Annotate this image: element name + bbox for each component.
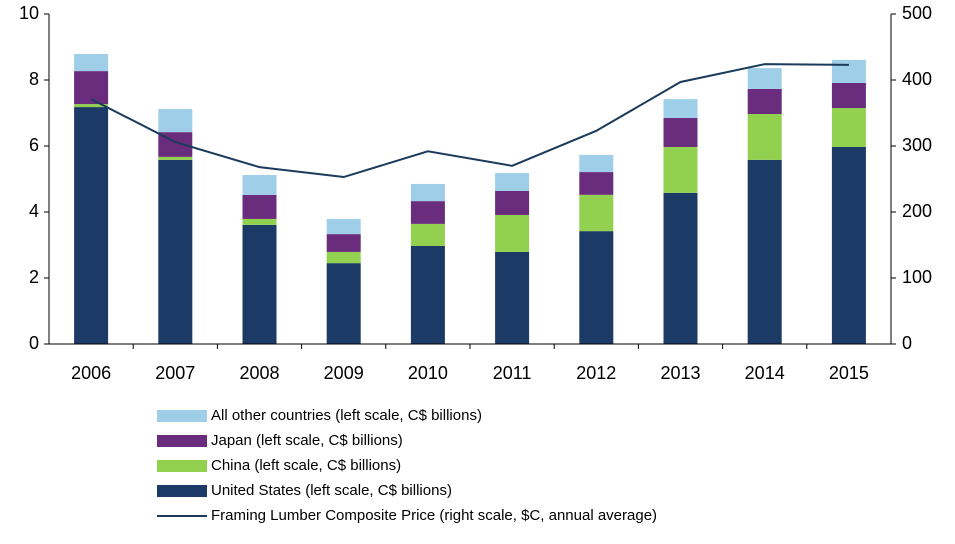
bar <box>579 154 614 173</box>
bar <box>74 71 109 105</box>
bar <box>158 159 193 344</box>
bar <box>158 156 193 160</box>
bar <box>747 113 782 160</box>
bar <box>242 194 277 219</box>
y-tick-label: 8 <box>29 69 39 89</box>
x-tick-label: 2008 <box>239 363 279 383</box>
y2-tick-label: 400 <box>902 69 932 89</box>
bar <box>410 201 445 224</box>
bar <box>747 159 782 344</box>
x-tick-label: 2012 <box>576 363 616 383</box>
x-tick-label: 2010 <box>408 363 448 383</box>
y2-tick-label: 200 <box>902 201 932 221</box>
bar <box>579 231 614 344</box>
x-tick-label: 2006 <box>71 363 111 383</box>
legend-label: All other countries (left scale, C$ bill… <box>211 407 482 424</box>
bar <box>831 146 866 344</box>
bar <box>663 99 698 118</box>
bar <box>495 251 530 344</box>
bar <box>495 214 530 252</box>
x-tick-label: 2009 <box>324 363 364 383</box>
bar <box>326 234 361 252</box>
bar <box>410 183 445 202</box>
y-tick-label: 0 <box>29 333 39 353</box>
legend-swatch <box>157 485 207 497</box>
bar <box>831 59 866 83</box>
x-tick-label: 2015 <box>829 363 869 383</box>
bar <box>831 108 866 147</box>
bar <box>579 194 614 232</box>
y2-tick-label: 100 <box>902 267 932 287</box>
bar <box>747 88 782 114</box>
legend-label: United States (left scale, C$ billions) <box>211 482 452 499</box>
bar <box>410 223 445 246</box>
bar <box>74 104 109 108</box>
bar <box>410 245 445 344</box>
bar <box>831 82 866 109</box>
legend-label: Japan (left scale, C$ billions) <box>211 432 403 449</box>
y2-tick-label: 500 <box>902 3 932 23</box>
y2-tick-label: 300 <box>902 135 932 155</box>
bar <box>242 224 277 344</box>
bar <box>663 117 698 147</box>
bar <box>242 218 277 225</box>
bar <box>74 107 109 344</box>
line <box>90 63 849 179</box>
x-tick-label: 2013 <box>660 363 700 383</box>
bar <box>326 263 361 344</box>
x-tick-label: 2007 <box>155 363 195 383</box>
y-tick-label: 4 <box>29 201 39 221</box>
x-tick-label: 2014 <box>745 363 785 383</box>
y-tick-label: 2 <box>29 267 39 287</box>
bar <box>663 192 698 344</box>
bar <box>326 218 361 235</box>
bar <box>495 173 530 191</box>
legend-swatch <box>157 435 207 447</box>
y-tick-label: 10 <box>19 3 39 23</box>
legend-swatch <box>157 410 207 422</box>
bar <box>579 172 614 195</box>
y-tick-label: 6 <box>29 135 39 155</box>
bar <box>242 175 277 195</box>
bar <box>663 146 698 193</box>
legend-label: China (left scale, C$ billions) <box>211 457 401 474</box>
bar <box>74 53 109 72</box>
legend-label: Framing Lumber Composite Price (right sc… <box>211 507 657 524</box>
bar <box>495 190 530 215</box>
bar <box>158 109 193 133</box>
x-tick-label: 2011 <box>493 363 532 383</box>
y2-tick-label: 0 <box>902 333 912 353</box>
bar <box>326 251 361 264</box>
bar <box>747 68 782 89</box>
legend-swatch <box>157 460 207 472</box>
